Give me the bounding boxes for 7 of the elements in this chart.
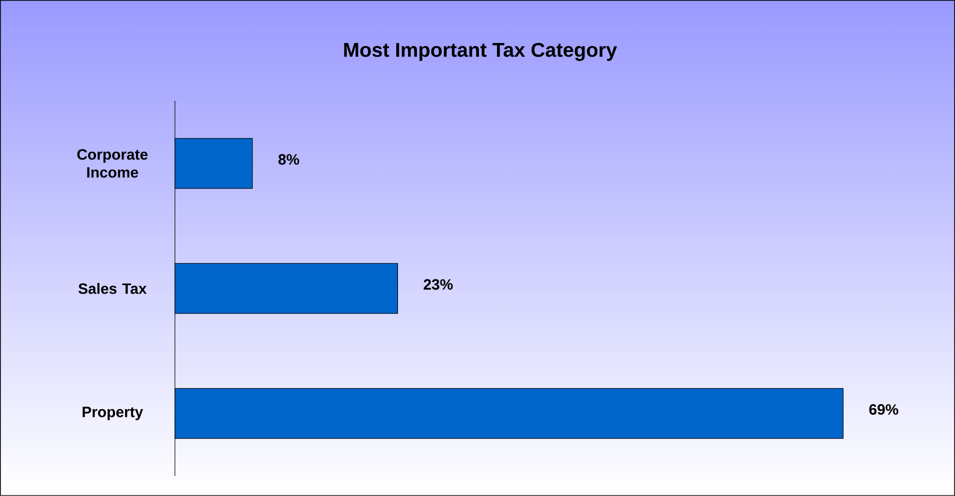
y-tick-label: Corporate Income <box>77 149 148 178</box>
chart-title: Most Important Tax Category <box>344 42 617 62</box>
y-tick-label: Sales Tax <box>78 283 147 294</box>
data-label: 8% <box>278 154 300 165</box>
data-label: 69% <box>869 404 898 415</box>
data-label: 23% <box>424 279 453 290</box>
y-tick-label: Property <box>82 406 144 420</box>
